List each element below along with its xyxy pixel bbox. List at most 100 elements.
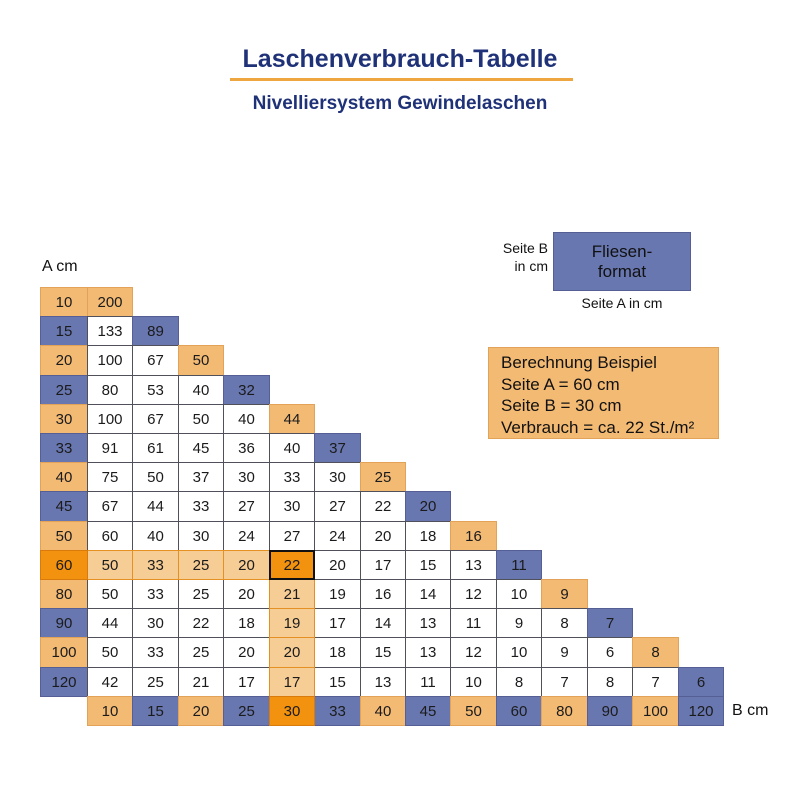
value-cell: 44 xyxy=(269,404,315,434)
value-cell: 18 xyxy=(314,637,361,668)
row-header-cell: 45 xyxy=(40,491,88,522)
col-header-cell: 25 xyxy=(223,696,270,726)
value-cell: 20 xyxy=(269,637,315,668)
value-cell: 30 xyxy=(132,608,179,638)
col-header-cell: 50 xyxy=(450,696,497,726)
value-cell: 9 xyxy=(496,608,542,638)
col-header-cell: 45 xyxy=(405,696,451,726)
value-cell: 13 xyxy=(405,637,451,668)
row-header-cell: 33 xyxy=(40,433,88,463)
col-header-cell: 33 xyxy=(314,696,361,726)
value-cell: 15 xyxy=(405,550,451,580)
value-cell: 50 xyxy=(132,462,179,492)
value-cell: 10 xyxy=(496,579,542,609)
value-cell: 25 xyxy=(178,579,224,609)
value-cell: 36 xyxy=(223,433,270,463)
value-cell: 75 xyxy=(87,462,133,492)
value-cell: 27 xyxy=(269,521,315,551)
value-cell: 8 xyxy=(587,667,633,697)
tile-box-line2: format xyxy=(597,261,647,281)
value-cell: 50 xyxy=(87,579,133,609)
value-cell: 7 xyxy=(632,667,679,697)
value-cell: 20 xyxy=(223,550,270,580)
value-cell: 6 xyxy=(678,667,724,697)
col-header-cell: 15 xyxy=(132,696,179,726)
value-cell: 89 xyxy=(132,316,179,346)
value-cell: 44 xyxy=(87,608,133,638)
row-header-cell: 10 xyxy=(40,287,88,317)
legend-side-b-label: Seite B in cm xyxy=(462,239,548,275)
col-header-cell: 10 xyxy=(87,696,133,726)
value-cell: 22 xyxy=(178,608,224,638)
value-cell: 44 xyxy=(132,491,179,522)
value-cell: 15 xyxy=(360,637,406,668)
value-cell: 12 xyxy=(450,579,497,609)
row-header-cell: 90 xyxy=(40,608,88,638)
value-cell: 16 xyxy=(360,579,406,609)
row-header-cell: 50 xyxy=(40,521,88,551)
value-cell: 16 xyxy=(450,521,497,551)
value-cell: 24 xyxy=(314,521,361,551)
row-header-cell: 15 xyxy=(40,316,88,346)
value-cell: 30 xyxy=(178,521,224,551)
value-cell: 133 xyxy=(87,316,133,346)
value-cell: 50 xyxy=(87,550,133,580)
value-cell: 20 xyxy=(405,491,451,522)
highlight-row-header-cell: 60 xyxy=(40,550,88,580)
value-cell: 18 xyxy=(223,608,270,638)
legend-side-a-label: Seite A in cm xyxy=(581,295,663,311)
example-heading: Berechnung Beispiel xyxy=(501,353,657,372)
value-cell: 21 xyxy=(178,667,224,697)
value-cell: 45 xyxy=(178,433,224,463)
value-cell: 10 xyxy=(496,637,542,668)
value-cell: 8 xyxy=(632,637,679,668)
value-cell: 61 xyxy=(132,433,179,463)
value-cell: 11 xyxy=(450,608,497,638)
value-cell: 17 xyxy=(223,667,270,697)
value-cell: 37 xyxy=(314,433,361,463)
value-cell: 100 xyxy=(87,404,133,434)
value-cell: 33 xyxy=(178,491,224,522)
value-cell: 53 xyxy=(132,375,179,405)
value-cell: 13 xyxy=(450,550,497,580)
highlight-col-header-cell: 30 xyxy=(269,696,315,726)
value-cell: 30 xyxy=(269,491,315,522)
value-cell: 33 xyxy=(269,462,315,492)
value-cell: 17 xyxy=(269,667,315,697)
value-cell: 20 xyxy=(223,637,270,668)
tile-box-line1: Fliesen- xyxy=(591,241,653,261)
col-header-cell: 80 xyxy=(541,696,588,726)
value-cell: 15 xyxy=(314,667,361,697)
legend-side-b-line2: in cm xyxy=(514,258,548,274)
value-cell: 200 xyxy=(87,287,133,317)
col-header-cell: 100 xyxy=(632,696,679,726)
value-cell: 9 xyxy=(541,637,588,668)
value-cell: 25 xyxy=(132,667,179,697)
legend-side-b-line1: Seite B xyxy=(502,240,548,256)
value-cell: 8 xyxy=(541,608,588,638)
value-cell: 7 xyxy=(541,667,588,697)
row-header-cell: 100 xyxy=(40,637,88,668)
value-cell: 50 xyxy=(87,637,133,668)
col-header-cell: 90 xyxy=(587,696,633,726)
value-cell: 10 xyxy=(450,667,497,697)
row-header-cell: 80 xyxy=(40,579,88,609)
value-cell: 14 xyxy=(405,579,451,609)
row-header-cell: 20 xyxy=(40,345,88,376)
value-cell: 11 xyxy=(496,550,542,580)
value-cell: 6 xyxy=(587,637,633,668)
value-cell: 40 xyxy=(178,375,224,405)
value-cell: 67 xyxy=(87,491,133,522)
value-cell: 100 xyxy=(87,345,133,376)
value-cell: 20 xyxy=(223,579,270,609)
value-cell: 12 xyxy=(450,637,497,668)
value-cell: 40 xyxy=(223,404,270,434)
example-line-result: Verbrauch = ca. 22 St./m² xyxy=(501,417,695,437)
col-header-cell: 20 xyxy=(178,696,224,726)
value-cell: 27 xyxy=(314,491,361,522)
tile-format-box: Fliesen- format xyxy=(553,232,691,291)
value-cell: 33 xyxy=(132,550,179,580)
value-cell: 24 xyxy=(223,521,270,551)
